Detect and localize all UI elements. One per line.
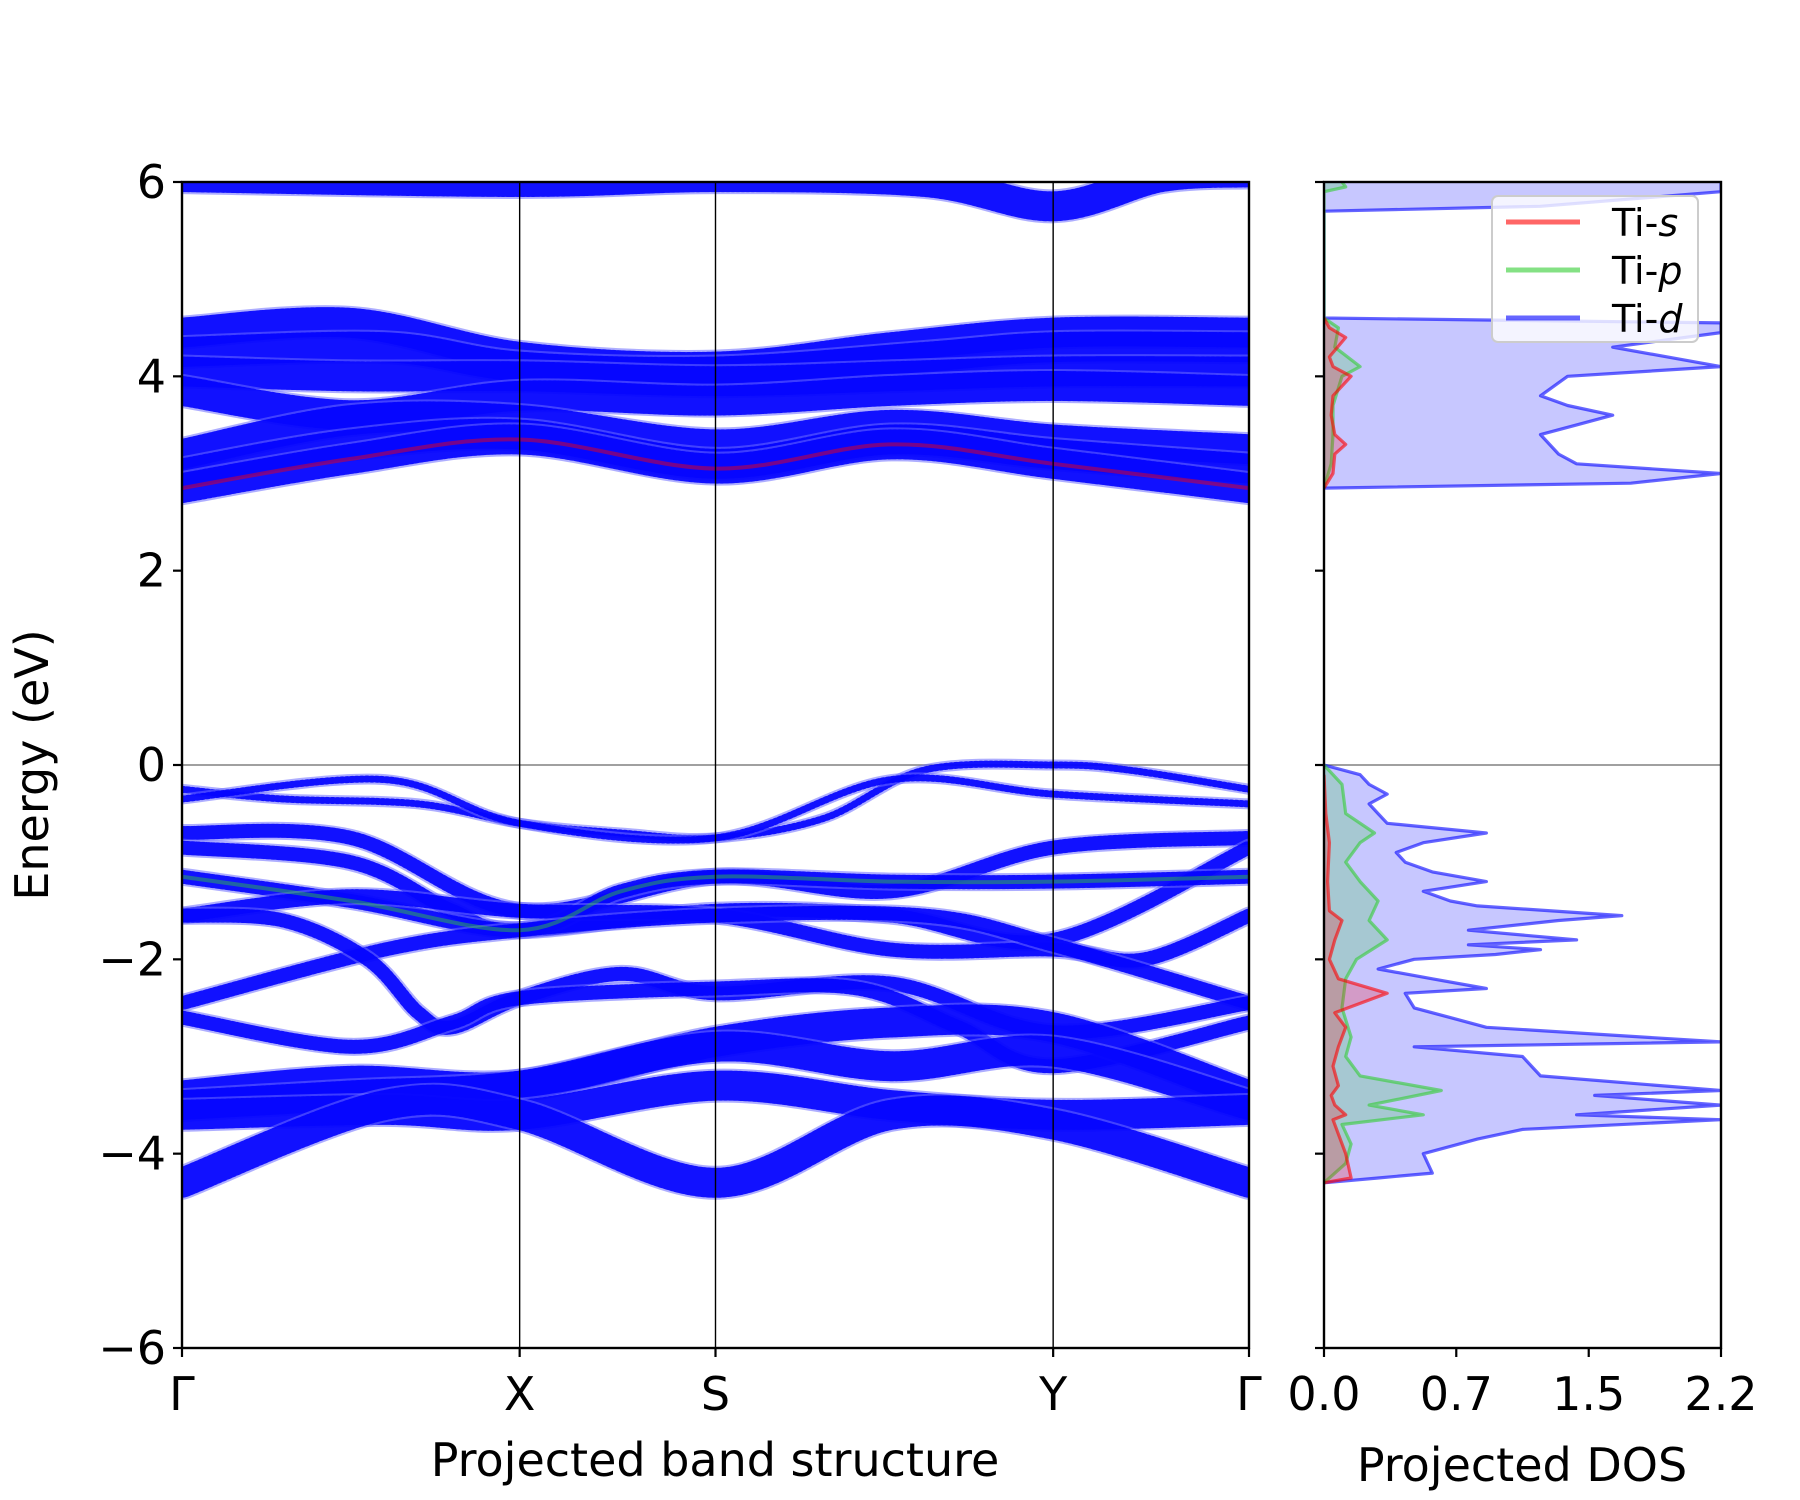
y-tick-label: 2 (137, 544, 166, 598)
dos-y-axis-ticks (1315, 180, 1324, 1350)
dos-line (1324, 182, 1362, 489)
y-tick-label: −2 (98, 932, 166, 986)
y-axis-ticks: −6 −4 −2 0 2 4 6 (98, 155, 182, 1375)
x-tick-label: Γ (169, 1367, 195, 1421)
x-tick-label: Y (1038, 1367, 1068, 1421)
y-tick-label: 6 (137, 155, 166, 209)
legend: Ti-s Ti-p Ti-d (1491, 195, 1699, 343)
dos-line (1324, 182, 1721, 490)
dos-x-axis-label: Projected DOS (1357, 1438, 1687, 1492)
band-core (182, 182, 1249, 222)
y-tick-label: −6 (98, 1321, 166, 1375)
dos-x-axis-ticks: 0.0 0.7 1.5 2.2 (1287, 1348, 1758, 1421)
band-structure-panel: −6 −4 −2 0 2 4 6 Γ X S Y Γ Projected band structur… (5, 155, 1262, 1487)
legend-label-ti-p: Ti-p (1611, 249, 1682, 293)
x-tick-label: X (504, 1367, 536, 1421)
y-tick-label: 0 (137, 738, 166, 792)
legend-label-ti-d: Ti-d (1611, 297, 1683, 341)
legend-box (1491, 195, 1699, 343)
legend-label-ti-s: Ti-s (1611, 201, 1678, 245)
y-tick-label: 4 (137, 349, 166, 403)
x-tick-label: Γ (1236, 1367, 1262, 1421)
dos-series-ti-s (1324, 317, 1389, 1185)
y-tick-label: −4 (98, 1127, 166, 1181)
dos-area (1324, 182, 1361, 489)
dos-line (1324, 763, 1721, 1185)
band-p-character (182, 874, 1249, 933)
dos-series-ti-p (1324, 182, 1443, 1184)
dos-line (1324, 763, 1443, 1184)
dos-x-tick-label: 1.5 (1552, 1367, 1625, 1421)
band-x-axis-label: Projected band structure (431, 1433, 1000, 1487)
band-line (182, 182, 1249, 224)
dos-x-tick-label: 0.0 (1287, 1367, 1360, 1421)
dos-panel: 0.0 0.7 1.5 2.2 Projected DOS Ti-s Ti-p Ti-… (1287, 180, 1758, 1492)
dos-line (1324, 774, 1389, 1185)
k-path-lines (518, 182, 1054, 1348)
dos-x-tick-label: 0.7 (1420, 1367, 1493, 1421)
x-tick-label: S (701, 1367, 730, 1421)
y-axis-label: Energy (eV) (5, 629, 59, 900)
dos-line (1324, 317, 1353, 489)
dos-area (1324, 765, 1442, 1183)
dos-x-tick-label: 2.2 (1684, 1367, 1757, 1421)
